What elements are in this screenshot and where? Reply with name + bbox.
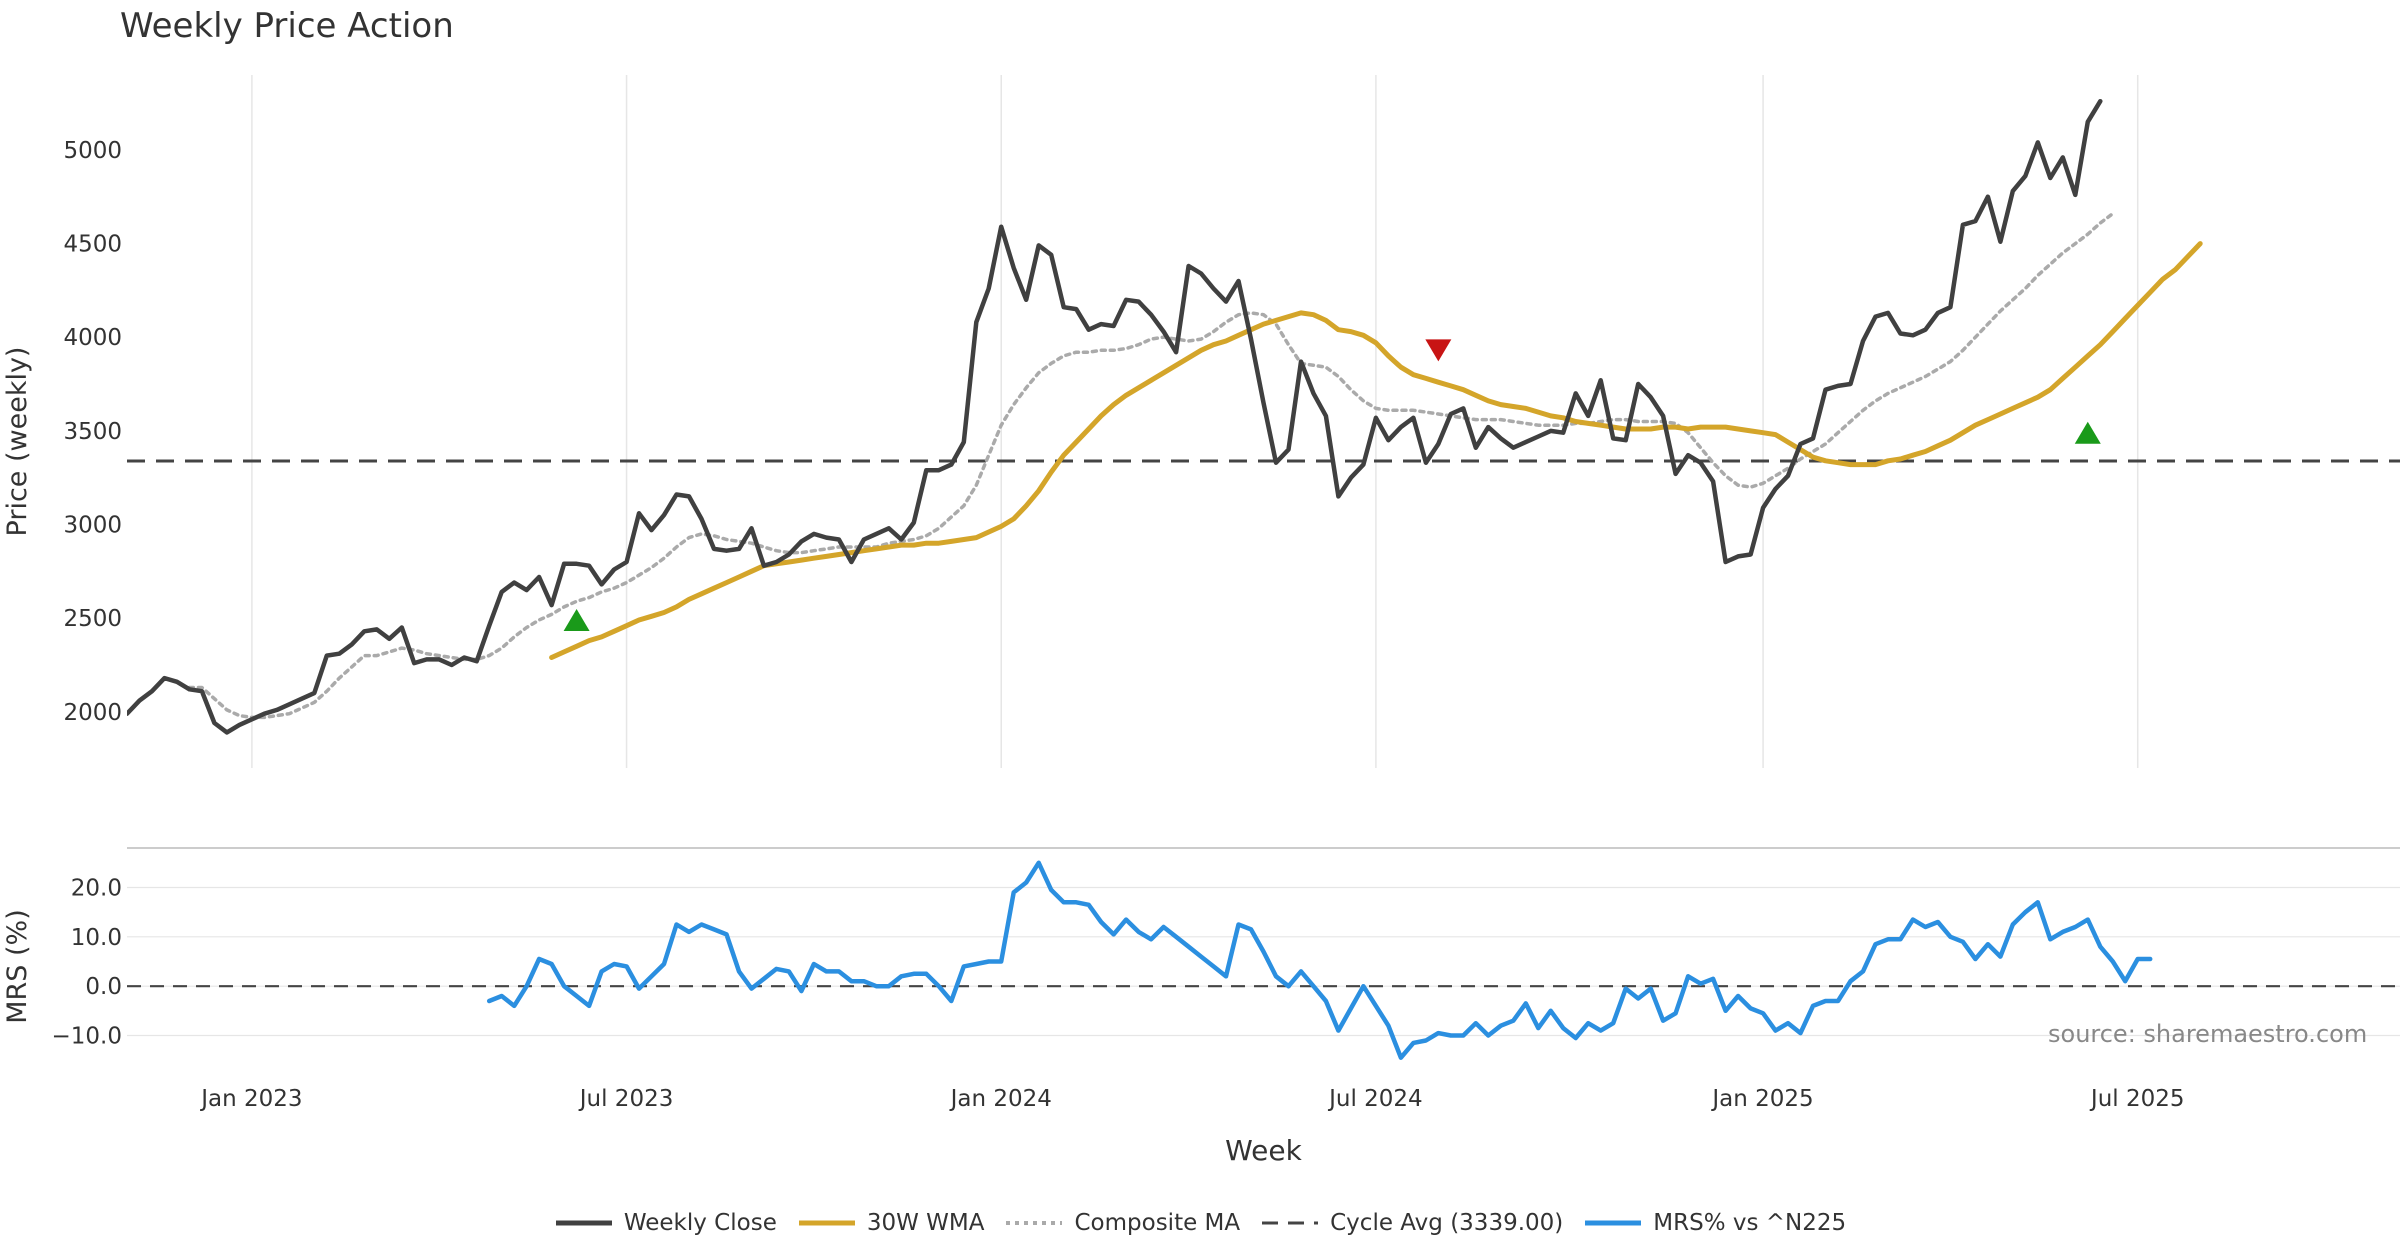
solid-line-icon	[555, 1220, 612, 1226]
composite-ma-line	[187, 211, 2115, 720]
mrs-y-tick-label: 10.0	[71, 925, 122, 951]
legend-label: MRS% vs ^N225	[1653, 1210, 1847, 1236]
chart-legend: Weekly Close 30W WMA Composite MA Cycle …	[0, 1210, 2400, 1236]
solid-line-icon	[798, 1220, 855, 1226]
legend-item-30w-wma[interactable]: 30W WMA	[797, 1210, 985, 1236]
x-tick-label: Jul 2024	[1327, 1086, 1423, 1112]
x-axis-label: Week	[1225, 1134, 1302, 1167]
price-y-tick-label: 2000	[63, 700, 122, 726]
buy-signal-marker	[2074, 421, 2101, 444]
buy-signal-marker	[563, 609, 590, 632]
price-y-tick-label: 4000	[63, 325, 122, 351]
price-y-tick-label: 2500	[63, 606, 122, 632]
price-y-tick-label: 5000	[63, 138, 122, 164]
source-label: source: sharemaestro.com	[2048, 1020, 2368, 1048]
x-tick-label: Jul 2023	[578, 1086, 674, 1112]
legend-label: 30W WMA	[866, 1210, 985, 1236]
mrs-y-tick-label: 20.0	[71, 875, 122, 901]
price-y-tick-label: 4500	[63, 232, 122, 258]
solid-line-icon	[1585, 1220, 1642, 1226]
wma-30w-line	[549, 241, 2203, 660]
weekly-close-line	[127, 98, 2103, 735]
x-tick-label: Jan 2025	[1710, 1086, 1813, 1112]
dotted-line-icon	[1006, 1221, 1063, 1225]
legend-label: Weekly Close	[623, 1210, 777, 1236]
dashed-line-icon	[1262, 1221, 1319, 1225]
price-y-axis-label: Price (weekly)	[2, 347, 33, 537]
x-tick-label: Jul 2025	[2089, 1086, 2185, 1112]
x-tick-label: Jan 2024	[949, 1086, 1052, 1112]
sell-signal-marker	[1425, 339, 1452, 362]
legend-label: Composite MA	[1074, 1210, 1241, 1236]
mrs-y-tick-label: 0.0	[85, 974, 122, 1000]
mrs-y-tick-label: −10.0	[52, 1024, 122, 1050]
legend-item-cycle-avg[interactable]: Cycle Avg (3339.00)	[1260, 1210, 1563, 1236]
x-tick-label: Jan 2023	[199, 1086, 302, 1112]
legend-item-composite-ma[interactable]: Composite MA	[1004, 1210, 1240, 1236]
legend-item-mrs[interactable]: MRS% vs ^N225	[1583, 1210, 1846, 1236]
price-y-tick-label: 3500	[63, 419, 122, 445]
legend-item-weekly-close[interactable]: Weekly Close	[554, 1210, 777, 1236]
chart-title: Weekly Price Action	[120, 6, 454, 46]
mrs-y-axis-label: MRS (%)	[2, 909, 33, 1024]
price-y-tick-label: 3000	[63, 513, 122, 539]
legend-label: Cycle Avg (3339.00)	[1330, 1210, 1564, 1236]
mrs-line	[486, 860, 2153, 1060]
